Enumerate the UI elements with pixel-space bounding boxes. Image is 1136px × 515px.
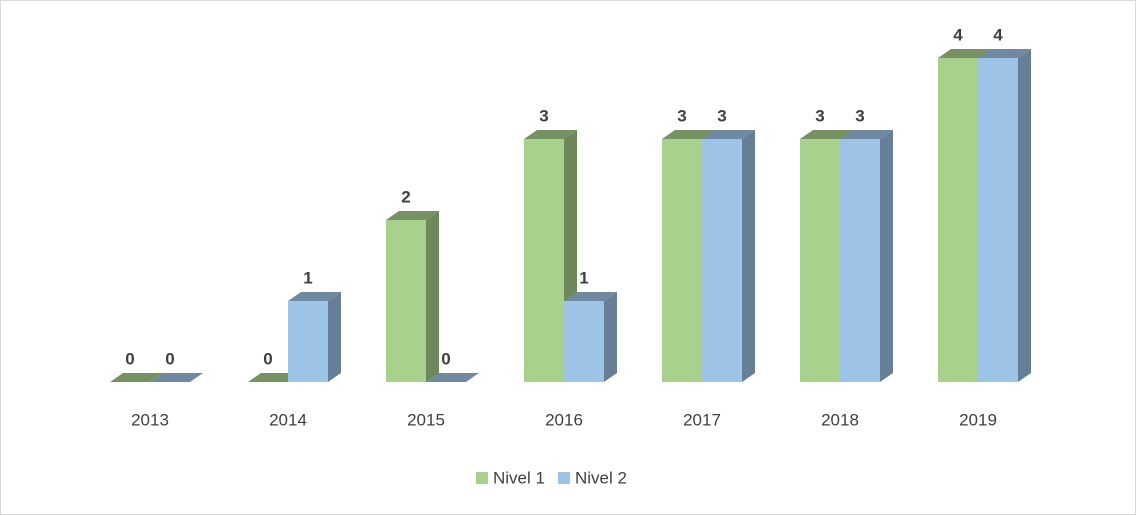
x-tick-label: 2013 xyxy=(131,410,169,429)
data-label: 4 xyxy=(953,25,963,44)
bar-top xyxy=(564,292,617,301)
legend-swatch xyxy=(558,472,570,484)
data-label: 3 xyxy=(677,106,686,125)
legend-label: Nivel 1 xyxy=(493,468,545,487)
bar-top xyxy=(150,373,203,382)
bar-front xyxy=(800,139,840,382)
x-tick-label: 2018 xyxy=(821,410,859,429)
bar-front xyxy=(386,220,426,382)
legend-label: Nivel 2 xyxy=(575,468,627,487)
data-label: 3 xyxy=(855,106,864,125)
bar-front xyxy=(288,301,328,382)
bar-top xyxy=(840,130,893,139)
bar-front xyxy=(840,139,880,382)
data-label: 2 xyxy=(401,187,410,206)
bar xyxy=(702,130,755,382)
bar-front xyxy=(662,139,702,382)
data-label: 1 xyxy=(303,268,312,287)
data-label: 0 xyxy=(263,349,272,368)
bar-side xyxy=(426,211,439,382)
data-label: 0 xyxy=(165,349,174,368)
data-label: 3 xyxy=(815,106,824,125)
bar-top xyxy=(978,49,1031,58)
x-tick-label: 2015 xyxy=(407,410,445,429)
bar-top xyxy=(110,373,163,382)
bar-front xyxy=(564,301,604,382)
bar-front xyxy=(978,58,1018,382)
data-label: 1 xyxy=(579,268,588,287)
bar xyxy=(150,373,203,382)
bar-top xyxy=(288,292,341,301)
bar-top xyxy=(524,130,577,139)
x-tick-label: 2016 xyxy=(545,410,583,429)
bar-side xyxy=(1018,49,1031,382)
data-label: 4 xyxy=(993,25,1003,44)
x-tick-label: 2014 xyxy=(269,410,307,429)
bar-front xyxy=(938,58,978,382)
data-label: 0 xyxy=(441,349,450,368)
bar-top xyxy=(702,130,755,139)
bar-side xyxy=(742,130,755,382)
bar xyxy=(248,373,301,382)
x-tick-label: 2019 xyxy=(959,410,997,429)
bar-top xyxy=(386,211,439,220)
data-label: 3 xyxy=(717,106,726,125)
bar-top xyxy=(426,373,479,382)
legend-swatch xyxy=(476,472,488,484)
bar xyxy=(288,292,341,382)
bar xyxy=(386,211,439,382)
bar-top xyxy=(800,130,853,139)
bar xyxy=(978,49,1031,382)
data-label: 3 xyxy=(539,106,548,125)
bar-side xyxy=(880,130,893,382)
bar-side xyxy=(604,292,617,382)
bar xyxy=(426,373,479,382)
x-tick-label: 2017 xyxy=(683,410,721,429)
bar-top xyxy=(662,130,715,139)
bar-top xyxy=(938,49,991,58)
bar-side xyxy=(328,292,341,382)
bar-front xyxy=(524,139,564,382)
bar xyxy=(840,130,893,382)
bar-front xyxy=(702,139,742,382)
bar xyxy=(564,292,617,382)
bar xyxy=(110,373,163,382)
data-label: 0 xyxy=(125,349,134,368)
bar-top xyxy=(248,373,301,382)
